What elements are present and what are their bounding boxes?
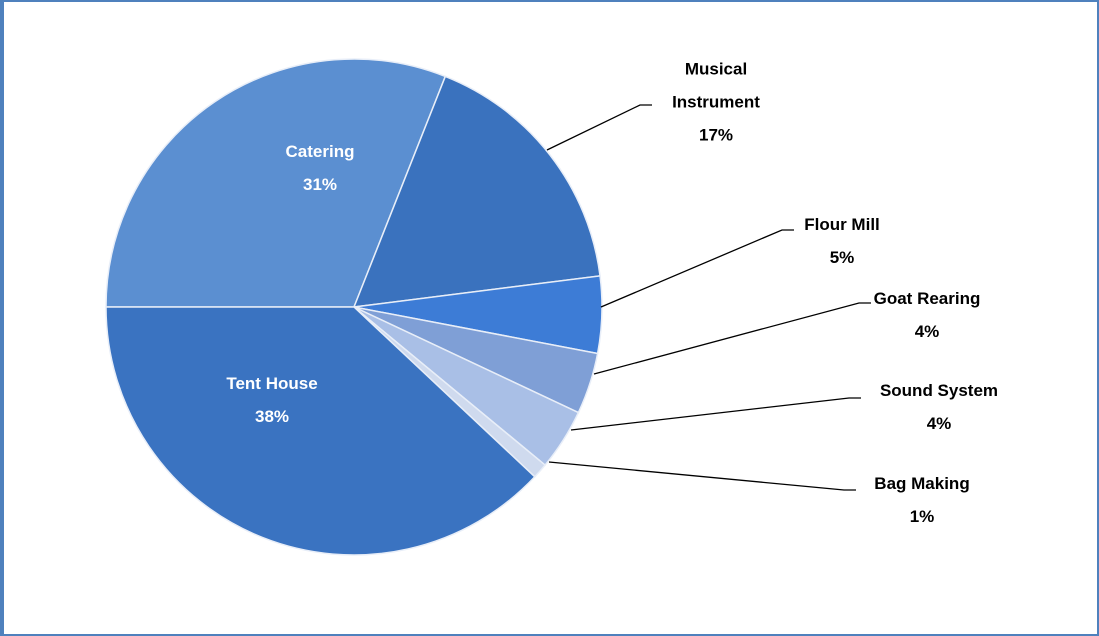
label-value: 17% — [698, 125, 734, 145]
leader-line — [570, 397, 861, 431]
label-value: 1% — [909, 507, 935, 526]
label-value: 4% — [926, 414, 952, 433]
label-value: 38% — [254, 407, 290, 426]
label-name: Catering — [285, 142, 355, 161]
pie-slice — [105, 58, 447, 308]
data-label: Tent House 38% — [202, 367, 342, 433]
label-name: Flour Mill — [804, 215, 880, 234]
data-label: Sound System 4% — [854, 374, 1024, 440]
pie-slice — [105, 306, 536, 556]
label-name: Sound System — [879, 381, 999, 400]
data-label: Catering 31% — [250, 135, 390, 201]
label-value: 5% — [829, 248, 855, 267]
label-value: 31% — [302, 175, 338, 194]
leader-line — [548, 461, 856, 491]
pie-area — [105, 58, 871, 556]
pie-slice — [352, 75, 601, 308]
leader-line — [546, 104, 652, 151]
leader-line — [593, 302, 871, 375]
data-label: Goat Rearing 4% — [847, 282, 1007, 348]
label-name: Bag Making — [874, 474, 970, 493]
data-label: Flour Mill 5% — [777, 208, 907, 274]
label-name: Goat Rearing — [873, 289, 981, 308]
label-value: 4% — [914, 322, 940, 341]
data-label: Bag Making 1% — [847, 467, 997, 533]
label-name: Tent House — [226, 374, 318, 393]
leader-line — [600, 229, 794, 308]
data-label: Musical Instrument 17% — [651, 53, 781, 152]
label-name: Musical Instrument — [672, 59, 760, 112]
